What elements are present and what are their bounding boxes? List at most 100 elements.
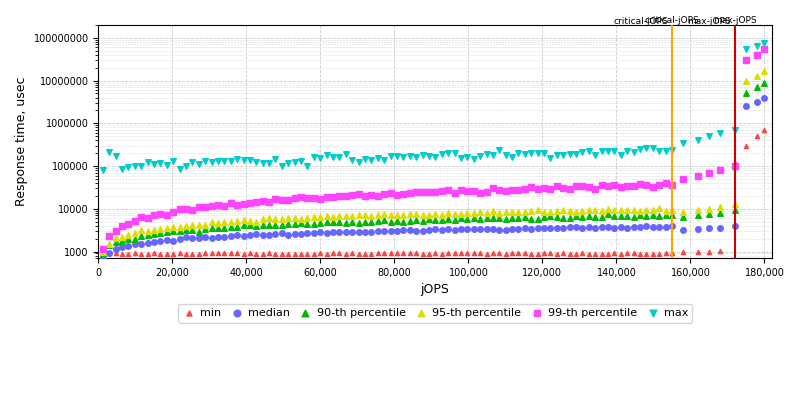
min: [538, 250, 550, 257]
90-th percentile: [758, 79, 771, 86]
min: [595, 250, 608, 257]
max: [186, 158, 198, 165]
95-th percentile: [243, 218, 256, 224]
median: [371, 228, 384, 234]
min: [243, 250, 256, 256]
99-th percentile: [346, 192, 358, 198]
99-th percentile: [179, 206, 192, 212]
min: [410, 250, 422, 256]
min: [148, 250, 161, 256]
90-th percentile: [563, 215, 576, 222]
median: [122, 243, 135, 249]
max: [307, 154, 320, 160]
max: [646, 145, 659, 151]
95-th percentile: [499, 209, 512, 215]
95-th percentile: [326, 214, 339, 220]
99-th percentile: [301, 195, 314, 202]
min: [563, 250, 576, 257]
90-th percentile: [614, 213, 627, 220]
max: [390, 153, 403, 159]
max: [480, 151, 493, 157]
median: [442, 226, 454, 233]
median: [320, 230, 333, 236]
min: [493, 250, 506, 257]
90-th percentile: [739, 90, 752, 97]
95-th percentile: [346, 213, 358, 219]
95-th percentile: [486, 208, 499, 214]
median: [326, 229, 339, 235]
median: [403, 226, 416, 233]
90-th percentile: [160, 229, 173, 235]
90-th percentile: [595, 213, 608, 220]
median: [230, 232, 243, 238]
median: [758, 94, 771, 101]
90-th percentile: [442, 216, 454, 222]
99-th percentile: [666, 182, 678, 188]
90-th percentile: [237, 222, 250, 228]
99-th percentile: [211, 202, 224, 208]
min: [627, 250, 640, 256]
95-th percentile: [97, 248, 110, 255]
max: [148, 161, 161, 168]
90-th percentile: [192, 228, 205, 235]
Y-axis label: Response time, usec: Response time, usec: [15, 77, 28, 206]
90-th percentile: [467, 215, 480, 222]
median: [390, 228, 403, 234]
max: [518, 150, 531, 157]
90-th percentile: [129, 236, 142, 242]
95-th percentile: [435, 211, 448, 218]
99-th percentile: [135, 214, 148, 220]
95-th percentile: [365, 213, 378, 220]
min: [666, 250, 678, 257]
max: [435, 151, 448, 157]
min: [614, 250, 627, 257]
max: [173, 165, 186, 172]
max: [461, 154, 474, 160]
median: [582, 224, 595, 230]
median: [148, 238, 161, 245]
max: [758, 40, 771, 46]
95-th percentile: [135, 227, 148, 234]
median: [135, 241, 148, 247]
max: [589, 152, 602, 158]
99-th percentile: [538, 185, 550, 191]
90-th percentile: [544, 213, 557, 219]
max: [512, 150, 525, 156]
min: [333, 250, 346, 256]
90-th percentile: [333, 219, 346, 225]
max: [397, 154, 410, 160]
min: [250, 250, 262, 257]
95-th percentile: [378, 211, 390, 217]
99-th percentile: [275, 196, 288, 203]
95-th percentile: [666, 207, 678, 213]
95-th percentile: [525, 208, 538, 214]
min: [691, 249, 704, 256]
99-th percentile: [218, 203, 230, 209]
90-th percentile: [589, 214, 602, 220]
min: [486, 250, 499, 256]
median: [448, 226, 461, 233]
median: [205, 235, 218, 241]
min: [237, 250, 250, 257]
max: [563, 151, 576, 157]
99-th percentile: [474, 190, 486, 196]
min: [435, 250, 448, 257]
median: [422, 227, 435, 233]
95-th percentile: [576, 207, 589, 214]
max: [640, 144, 653, 151]
median: [288, 230, 301, 237]
99-th percentile: [653, 182, 666, 188]
95-th percentile: [390, 212, 403, 218]
median: [224, 233, 237, 240]
99-th percentile: [416, 189, 429, 195]
95-th percentile: [333, 213, 346, 219]
min: [288, 250, 301, 257]
90-th percentile: [294, 220, 307, 226]
median: [211, 233, 224, 240]
median: [129, 241, 142, 247]
99-th percentile: [531, 186, 544, 192]
min: [103, 250, 116, 256]
90-th percentile: [403, 218, 416, 224]
min: [320, 250, 333, 257]
min: [314, 250, 326, 256]
